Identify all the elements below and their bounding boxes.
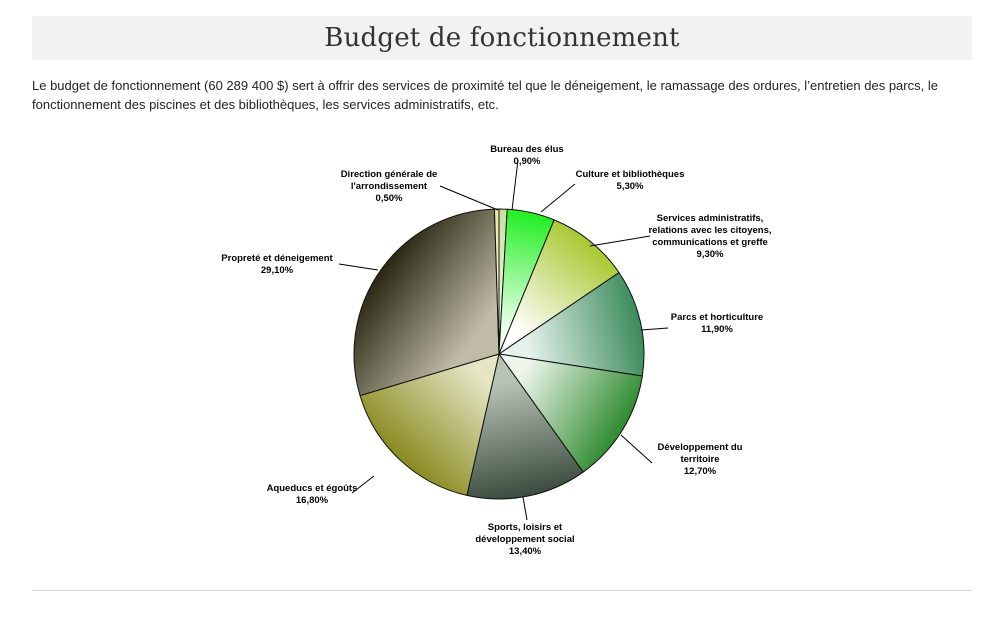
leader-line-culture-et-bibliotheques xyxy=(540,183,576,213)
slice-label-proprete-et-deneigement: Propreté et déneigement 29,10% xyxy=(221,253,333,276)
slice-label-parcs-et-horticulture: Parcs et horticulture 11,90% xyxy=(671,312,763,335)
pie-slice-developpement-du-territoire xyxy=(497,353,643,473)
pie-labels: Bureau des élus 0,90% Culture et bibliothè… xyxy=(221,144,771,557)
leader-line-services-administratifs-relations-avec-les-citoyens-communications-et-greffe xyxy=(589,235,651,247)
slice-label-services-administratifs-relations-avec-les-citoyens-communications-et-greffe: Services administratifs, relations avec l… xyxy=(648,213,771,260)
slice-label-direction-generale-de-l-arrondissement: Direction générale de l'arrondissement 0,5… xyxy=(341,169,438,204)
slice-label-developpement-du-territoire: Développement du territoire 12,70% xyxy=(658,442,743,477)
leader-line-direction-generale-de-l-arrondissement xyxy=(439,185,499,211)
leader-line-developpement-du-territoire xyxy=(620,434,653,464)
pie-slice-proprete-et-deneigement xyxy=(353,208,500,397)
leader-line-bureau-des-elus xyxy=(511,159,519,211)
leader-line-proprete-et-deneigement xyxy=(338,263,379,271)
leader-line-parcs-et-horticulture xyxy=(640,327,669,331)
pie-slice-sports-loisirs-et-developpement-social xyxy=(466,352,584,500)
pie-leader-lines xyxy=(338,159,669,521)
pie-slice-aqueducs-et-egouts xyxy=(359,353,500,496)
pie-slice-parcs-et-horticulture xyxy=(497,271,645,377)
page-title: Budget de fonctionnement xyxy=(324,23,680,53)
slice-label-aqueducs-et-egouts: Aqueducs et égoûts 16,80% xyxy=(267,483,358,506)
pie-slice-services-administratifs-relations-avec-les-citoyens-communications-et-greffe xyxy=(497,219,620,356)
slice-label-culture-et-bibliotheques: Culture et bibliothèques 5,30% xyxy=(576,169,685,192)
pie-slice-bureau-des-elus xyxy=(498,208,508,355)
bottom-divider xyxy=(32,590,972,591)
pie-slice-culture-et-bibliotheques xyxy=(498,208,555,355)
intro-paragraph: Le budget de fonctionnement (60 289 400 … xyxy=(32,78,938,112)
slice-label-bureau-des-elus: Bureau des élus 0,90% xyxy=(490,144,563,167)
leader-line-sports-loisirs-et-developpement-social xyxy=(522,496,528,521)
slice-label-sports-loisirs-et-developpement-social: Sports, loisirs et développement social 13… xyxy=(475,522,574,557)
pie-slices xyxy=(353,208,645,500)
leader-line-aqueducs-et-egouts xyxy=(351,475,375,494)
page-title-bar: Budget de fonctionnement xyxy=(32,16,972,60)
pie-slice-direction-generale-de-l-arrondissement xyxy=(493,208,500,355)
